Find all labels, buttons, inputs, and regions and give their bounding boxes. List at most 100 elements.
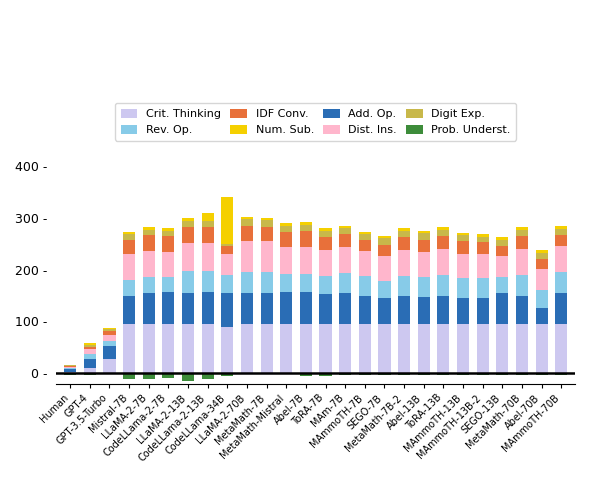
Bar bbox=[457, 253, 469, 278]
Bar bbox=[378, 298, 391, 324]
Bar bbox=[261, 220, 273, 227]
Bar bbox=[84, 345, 96, 347]
Bar bbox=[477, 373, 489, 375]
Bar bbox=[457, 324, 469, 373]
Bar bbox=[437, 295, 450, 324]
Bar bbox=[202, 227, 214, 243]
Bar bbox=[84, 373, 96, 375]
Bar bbox=[123, 324, 135, 373]
Bar bbox=[143, 324, 155, 373]
Bar bbox=[182, 227, 194, 243]
Bar bbox=[339, 324, 351, 373]
Bar bbox=[103, 358, 116, 373]
Bar bbox=[359, 232, 371, 234]
Bar bbox=[516, 295, 528, 324]
Bar bbox=[418, 233, 430, 239]
Bar bbox=[162, 231, 175, 236]
Bar bbox=[202, 243, 214, 271]
Bar bbox=[162, 373, 175, 378]
Bar bbox=[319, 237, 332, 250]
Legend: Crit. Thinking, Rev. Op., IDF Conv., Num. Sub., Add. Op., Dist. Ins., Digit Exp.: Crit. Thinking, Rev. Op., IDF Conv., Num… bbox=[115, 103, 516, 141]
Bar bbox=[418, 297, 430, 324]
Bar bbox=[536, 259, 548, 269]
Bar bbox=[398, 324, 410, 373]
Bar bbox=[378, 245, 391, 256]
Bar bbox=[280, 247, 292, 274]
Bar bbox=[162, 252, 175, 277]
Bar bbox=[300, 292, 312, 324]
Bar bbox=[359, 251, 371, 276]
Bar bbox=[555, 226, 568, 228]
Bar bbox=[300, 274, 312, 292]
Bar bbox=[555, 373, 568, 375]
Bar bbox=[516, 373, 528, 375]
Bar bbox=[359, 295, 371, 324]
Bar bbox=[221, 293, 234, 326]
Bar bbox=[418, 239, 430, 252]
Bar bbox=[536, 373, 548, 375]
Bar bbox=[261, 272, 273, 293]
Bar bbox=[536, 250, 548, 253]
Bar bbox=[261, 293, 273, 324]
Bar bbox=[437, 275, 450, 295]
Bar bbox=[103, 346, 116, 358]
Bar bbox=[84, 343, 96, 345]
Bar bbox=[516, 275, 528, 295]
Bar bbox=[84, 349, 96, 354]
Bar bbox=[261, 218, 273, 220]
Bar bbox=[103, 373, 116, 374]
Bar bbox=[496, 246, 509, 256]
Bar bbox=[143, 373, 155, 380]
Bar bbox=[182, 271, 194, 293]
Bar bbox=[378, 373, 391, 375]
Bar bbox=[319, 231, 332, 237]
Bar bbox=[241, 373, 253, 374]
Bar bbox=[300, 247, 312, 274]
Bar bbox=[398, 276, 410, 295]
Bar bbox=[241, 324, 253, 373]
Bar bbox=[182, 324, 194, 373]
Bar bbox=[64, 372, 76, 373]
Bar bbox=[457, 298, 469, 324]
Bar bbox=[378, 256, 391, 281]
Bar bbox=[182, 243, 194, 271]
Bar bbox=[280, 373, 292, 374]
Bar bbox=[457, 278, 469, 298]
Bar bbox=[241, 219, 253, 226]
Bar bbox=[300, 373, 312, 376]
Bar bbox=[202, 324, 214, 373]
Bar bbox=[477, 253, 489, 278]
Bar bbox=[536, 253, 548, 259]
Bar bbox=[398, 373, 410, 375]
Bar bbox=[536, 308, 548, 324]
Bar bbox=[280, 292, 292, 324]
Bar bbox=[398, 295, 410, 324]
Bar bbox=[241, 226, 253, 241]
Bar bbox=[359, 234, 371, 239]
Bar bbox=[398, 228, 410, 231]
Bar bbox=[221, 246, 234, 254]
Bar bbox=[202, 373, 214, 380]
Bar bbox=[437, 373, 450, 375]
Bar bbox=[123, 234, 135, 239]
Bar bbox=[359, 324, 371, 373]
Bar bbox=[162, 228, 175, 231]
Bar bbox=[516, 227, 528, 230]
Bar bbox=[437, 249, 450, 275]
Bar bbox=[261, 373, 273, 374]
Bar bbox=[182, 293, 194, 324]
Bar bbox=[496, 277, 509, 293]
Bar bbox=[143, 277, 155, 293]
Bar bbox=[261, 227, 273, 241]
Bar bbox=[143, 230, 155, 235]
Bar bbox=[555, 324, 568, 373]
Bar bbox=[536, 269, 548, 290]
Bar bbox=[221, 326, 234, 373]
Bar bbox=[241, 293, 253, 324]
Bar bbox=[280, 232, 292, 247]
Bar bbox=[516, 230, 528, 236]
Bar bbox=[84, 354, 96, 358]
Bar bbox=[123, 280, 135, 295]
Bar bbox=[103, 331, 116, 336]
Bar bbox=[123, 232, 135, 234]
